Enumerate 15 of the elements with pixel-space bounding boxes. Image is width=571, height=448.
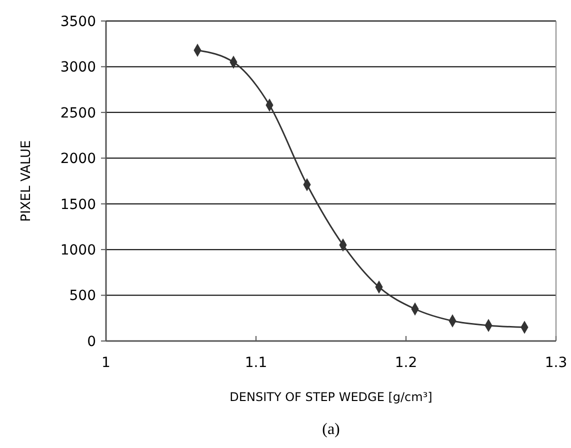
x-axis-title: DENSITY OF STEP WEDGE [g/cm³] bbox=[230, 390, 432, 404]
y-tick-label: 0 bbox=[87, 334, 96, 350]
x-tick-label: 1.3 bbox=[544, 355, 568, 371]
y-tick-label: 2500 bbox=[60, 105, 96, 122]
text: (a) bbox=[322, 421, 340, 438]
y-tick-label: 1500 bbox=[60, 196, 96, 213]
x-tick-label: 1 bbox=[102, 355, 110, 371]
y-tick-label: 3500 bbox=[60, 14, 96, 30]
y-tick-label: 500 bbox=[69, 288, 96, 304]
y-axis-title: PIXEL VALUE bbox=[19, 140, 34, 222]
y-tick-label: 2000 bbox=[60, 151, 96, 168]
x-tick-label: 1.2 bbox=[394, 355, 418, 371]
y-tick-label: 1000 bbox=[60, 242, 96, 258]
x-tick-label: 1.1 bbox=[244, 355, 268, 371]
y-tick-label: 3000 bbox=[60, 60, 96, 76]
